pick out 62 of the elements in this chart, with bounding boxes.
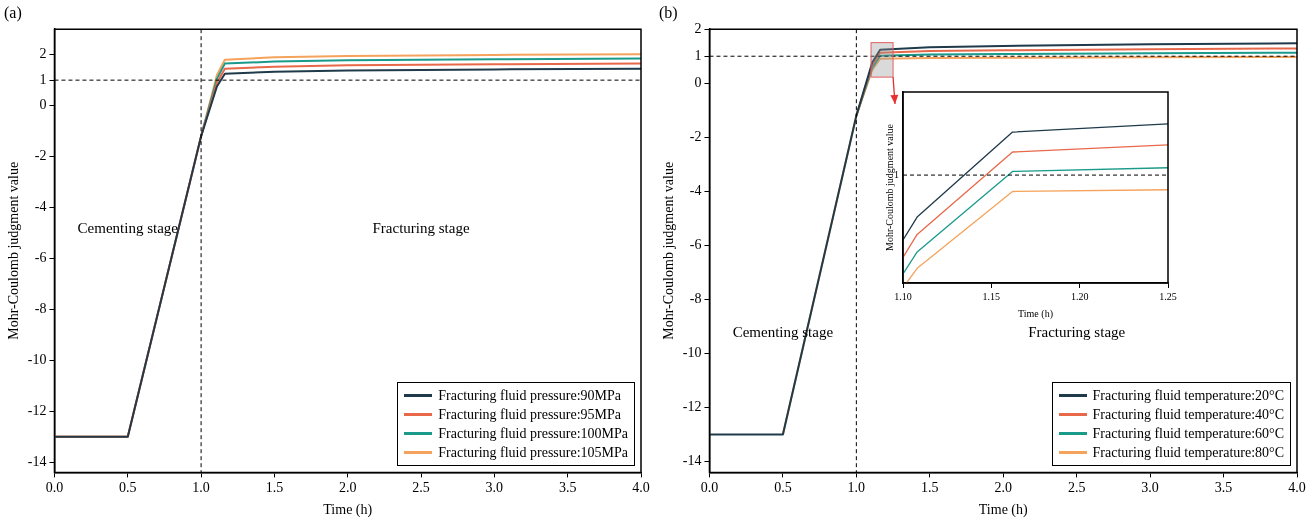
x-tick-label: 4.0 [1288,480,1306,496]
legend-label: Fracturing fluid pressure:100MPa [438,425,628,444]
y-tick-label: -6 [34,250,47,266]
legend-label: Fracturing fluid temperature:60°C [1092,425,1284,444]
x-tick-label: 0.5 [774,480,792,496]
y-tick-label: -2 [689,128,702,144]
x-tick-label: 1.5 [921,480,939,496]
x-tick-label: 2.0 [994,480,1012,496]
y-axis-title: Mohr-Coulomb judgment value [661,161,677,340]
x-tick-label: 0.0 [700,480,719,496]
x-tick-label: 4.0 [632,480,650,496]
x-tick-label: 0.0 [45,480,64,496]
y-tick-label: -14 [27,453,47,469]
x-tick-label: 1.0 [192,480,210,496]
legend-label: Fracturing fluid temperature:40°C [1092,406,1284,425]
y-tick-label: 2 [694,20,702,36]
x-tick-label: 3.0 [1141,480,1159,496]
legend-label: Fracturing fluid pressure:95MPa [438,406,621,425]
x-axis-title: Time (h) [323,502,373,519]
y-tick-label: -8 [689,291,702,307]
y-tick-label: -4 [34,199,47,215]
y-tick-label: -8 [34,301,47,317]
x-tick-label: 2.5 [1067,480,1086,496]
y-tick-label: -10 [682,345,702,361]
x-tick-label: 1.0 [847,480,866,496]
y-tick-label: -14 [682,453,702,469]
y-axis-title: Mohr-Coulomb judgment value [883,123,895,252]
y-tick-label: -12 [682,399,702,415]
x-axis-title: Time (h) [978,502,1028,519]
y-tick-label: -12 [27,402,47,418]
y-axis-title: Mohr-Coulomb judgment value [6,161,22,340]
y-tick-label: -6 [689,237,702,253]
legend-label: Fracturing fluid pressure:105MPa [438,444,628,463]
legend-label: Fracturing fluid pressure:90MPa [438,387,621,406]
x-tick-label: 0.5 [119,480,137,496]
legend-label: Fracturing fluid temperature:80°C [1092,444,1284,463]
x-tick-label: 3.0 [485,480,504,496]
annotation: Fracturing stage [372,219,470,236]
x-tick-label: 2.5 [412,480,430,496]
x-tick-label: 1.10 [894,290,912,302]
x-tick-label: 1.25 [1159,290,1177,302]
y-tick-label: 0 [39,97,47,113]
x-tick-label: 2.0 [338,480,357,496]
y-tick-label: -10 [27,352,47,367]
legend-label: Fracturing fluid temperature:20°C [1092,387,1284,406]
x-tick-label: 3.5 [558,480,577,496]
x-tick-label: 1.5 [265,480,284,496]
y-tick-label: 0 [694,74,702,90]
x-tick-label: 1.15 [982,290,1001,302]
y-tick-label: 2 [39,46,47,62]
x-tick-label: 3.5 [1214,480,1233,496]
chart-title: (b) [659,3,678,22]
x-tick-label: 1.20 [1070,290,1089,302]
x-axis-title: Time (h) [1018,307,1053,320]
ref-line-label: 1 [894,168,899,180]
y-tick-label: 1 [39,71,47,87]
y-tick-label: -2 [34,148,47,164]
annotation: Fracturing stage [1028,323,1126,340]
annotation: Cementing stage [77,219,179,236]
y-tick-label: 1 [694,47,702,63]
chart-title: (a) [4,3,22,22]
y-tick-label: -4 [689,183,702,199]
